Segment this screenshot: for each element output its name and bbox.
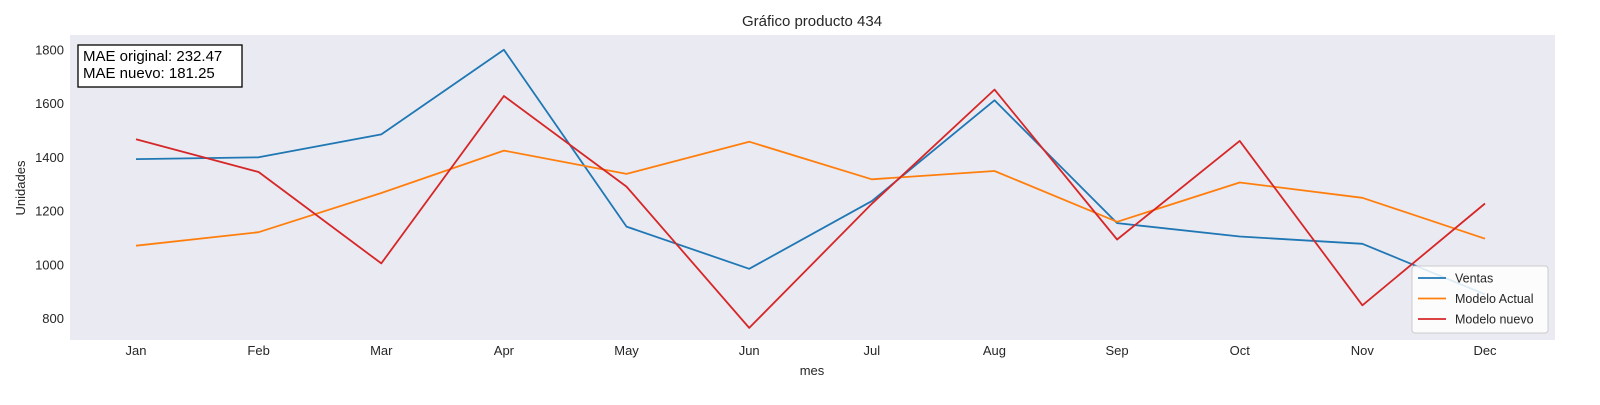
x-tick-label: May [614, 343, 639, 358]
x-tick-label: Feb [247, 343, 269, 358]
x-tick-label: Dec [1473, 343, 1497, 358]
series-line-ventas [135, 48, 1486, 296]
legend-label: Modelo Actual [1455, 292, 1534, 306]
chart-title: Gráfico producto 434 [742, 13, 882, 30]
x-tick-label: Oct [1230, 343, 1251, 358]
x-tick-label: Nov [1351, 343, 1375, 358]
y-axis-label: Unidades [13, 160, 28, 215]
annotation-line-original: MAE original: 232.47 [83, 48, 222, 65]
x-tick-label: Sep [1106, 343, 1129, 358]
y-tick-label: 1200 [35, 204, 64, 219]
legend-label: Ventas [1455, 272, 1493, 286]
legend-label: Modelo nuevo [1455, 313, 1534, 327]
series-lines [135, 48, 1486, 329]
x-axis-label: mes [800, 363, 825, 378]
y-tick-label: 1000 [35, 257, 64, 272]
mae-annotation: MAE original: 232.47 MAE nuevo: 181.25 [77, 44, 243, 88]
legend: Ventas Modelo Actual Modelo nuevo [1411, 265, 1549, 334]
y-tick-label: 1800 [35, 42, 64, 57]
y-axis-ticks: 800 1000 1200 1400 1600 1800 [35, 42, 64, 326]
annotation-border [77, 44, 243, 88]
y-tick-label: 1400 [35, 150, 64, 165]
annotation-line-nuevo: MAE nuevo: 181.25 [83, 65, 215, 82]
x-tick-label: Jun [739, 343, 760, 358]
x-tick-label: Aug [983, 343, 1006, 358]
x-tick-label: Jan [126, 343, 147, 358]
series-line-modelo-actual [135, 140, 1486, 247]
y-tick-label: 1600 [35, 96, 64, 111]
x-tick-label: Mar [370, 343, 393, 358]
series-line-modelo-nuevo [135, 88, 1486, 329]
x-tick-label: Apr [494, 343, 515, 358]
x-axis-ticks: Jan Feb Mar Apr May Jun Jul Aug Sep Oct Nov Dec [126, 343, 1498, 358]
y-tick-label: 800 [42, 311, 64, 326]
plot-area [70, 35, 1555, 340]
legend-frame [1411, 265, 1549, 334]
x-tick-label: Jul [864, 343, 881, 358]
